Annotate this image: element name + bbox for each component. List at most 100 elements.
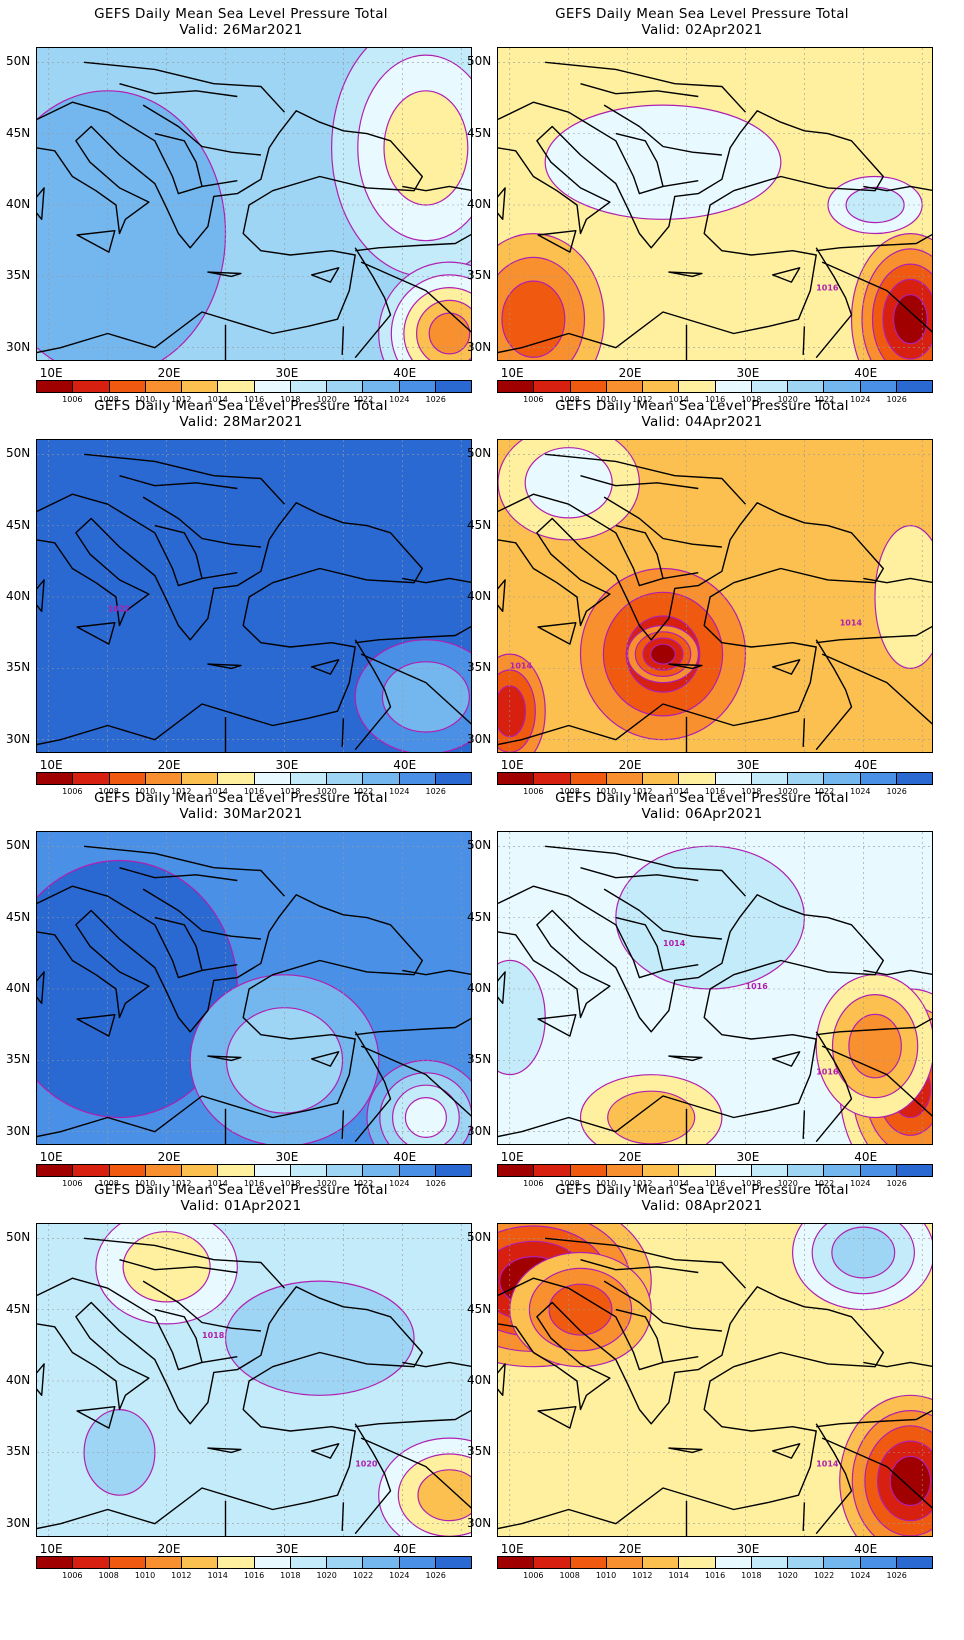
panel-valid-date: Valid: 06Apr2021 — [641, 806, 763, 822]
coastline — [771, 1443, 801, 1459]
lon-tick-label: 30E — [736, 366, 760, 380]
panel-title: GEFS Daily Mean Sea Level Pressure Total… — [461, 6, 943, 38]
lat-tick-label: 35N — [467, 1444, 492, 1459]
lon-tick-label: 10E — [39, 758, 63, 772]
colorbar-swatch — [788, 1557, 825, 1568]
coastline — [771, 1051, 801, 1067]
colorbar-level-label: 1016 — [243, 395, 265, 404]
coastline — [802, 1110, 806, 1139]
colorbar-level-label: 1024 — [389, 1179, 410, 1188]
colorbar-level-label: 1018 — [280, 395, 301, 404]
coastline — [37, 493, 120, 513]
coastline — [142, 104, 261, 156]
coastline — [816, 233, 932, 252]
coastline — [154, 916, 203, 971]
coastline — [207, 663, 242, 670]
colorbar-labels: 1006 1008 1010 1012 1014 1016 1018 1020 1022 1024… — [36, 1571, 472, 1581]
colorbar — [36, 1556, 472, 1569]
colorbar-swatch — [327, 1165, 364, 1176]
colorbar-swatch — [751, 381, 788, 392]
colorbar-level-label: 1006 — [62, 395, 83, 404]
colorbar — [497, 1556, 933, 1569]
colorbar-level-label: 1022 — [352, 787, 374, 796]
colorbar-level-label: 1024 — [850, 1179, 871, 1188]
colorbar-swatch — [254, 381, 291, 392]
contour-label: 1014 — [816, 1460, 839, 1469]
colorbar-level-label: 1012 — [632, 1179, 653, 1188]
lat-tick-label: 40N — [467, 981, 492, 995]
coastline — [310, 1051, 340, 1067]
lat-tick-label: 45N — [467, 909, 492, 924]
colorbar-swatch — [435, 1165, 471, 1176]
coastline — [84, 453, 286, 505]
coastline — [816, 1017, 932, 1036]
coastline — [354, 247, 392, 359]
colorbar-swatch — [145, 381, 182, 392]
coastline — [771, 659, 801, 675]
coastline — [402, 185, 471, 192]
colorbar-swatch — [290, 1165, 327, 1176]
coastline — [615, 132, 664, 187]
coastline — [37, 894, 423, 1138]
coastline — [76, 1014, 116, 1037]
lon-tick-label: 10E — [500, 366, 524, 380]
colorbar-level-label: 1022 — [813, 787, 835, 796]
colorbar-level-label: 1026 — [886, 1179, 907, 1188]
lat-tick-label: 40N — [6, 589, 31, 603]
lat-tick-label: 30N — [467, 339, 492, 354]
lon-tick-label: 20E — [157, 1150, 181, 1164]
colorbar-swatch — [534, 773, 571, 784]
lat-tick-label: 40N — [467, 589, 492, 603]
lat-tick-label: 40N — [6, 981, 31, 995]
coastline — [668, 271, 703, 278]
coastline — [816, 625, 932, 644]
panel-title-text: GEFS Daily Mean Sea Level Pressure Total — [94, 790, 388, 806]
coastline — [310, 659, 340, 675]
colorbar-level-label: 1014 — [207, 1571, 228, 1580]
colorbar-swatch — [254, 773, 291, 784]
coastline — [76, 230, 116, 253]
coastline — [821, 653, 932, 725]
panel-title-text: GEFS Daily Mean Sea Level Pressure Total — [555, 1182, 849, 1198]
coastline — [815, 247, 853, 359]
coastline — [119, 867, 238, 882]
panel-title: GEFS Daily Mean Sea Level Pressure Total… — [461, 1182, 943, 1214]
colorbar-level-label: 1026 — [425, 395, 446, 404]
coastline — [816, 1409, 932, 1428]
coastline — [37, 971, 45, 1004]
colorbar-level-label: 1006 — [523, 787, 544, 796]
coastline — [37, 885, 120, 905]
coastline — [360, 1437, 471, 1509]
colorbar-swatch — [570, 1557, 607, 1568]
colorbar-swatch — [570, 773, 607, 784]
coastline — [154, 1308, 203, 1363]
isobar-region — [83, 1408, 156, 1496]
colorbar-swatch — [824, 1165, 861, 1176]
colorbar-swatch — [715, 1557, 752, 1568]
colorbar-level-label: 1018 — [741, 1571, 762, 1580]
coastline — [603, 888, 722, 940]
coastline — [580, 510, 699, 587]
coastline — [119, 902, 238, 979]
coastline — [615, 524, 664, 579]
colorbar-swatch — [498, 1557, 535, 1568]
colorbar-swatch — [327, 773, 364, 784]
colorbar-labels: 1006 1008 1010 1012 1014 1016 1018 1020 1022 1024… — [36, 787, 472, 797]
colorbar-swatch — [363, 773, 400, 784]
contour-label: 1016 — [816, 1068, 839, 1077]
colorbar-level-label: 1012 — [632, 787, 653, 796]
colorbar-level-label: 1006 — [62, 1179, 83, 1188]
coastline — [119, 118, 238, 195]
colorbar-swatch — [37, 1557, 74, 1568]
colorbar-swatch — [327, 381, 364, 392]
isobar-region — [607, 1090, 696, 1144]
colorbar-swatch — [643, 1557, 680, 1568]
coastline — [537, 230, 577, 253]
coastline — [355, 625, 471, 644]
lon-tick-label: 30E — [275, 366, 299, 380]
colorbar-swatch — [606, 381, 643, 392]
colorbar-labels: 1006 1008 1010 1012 1014 1016 1018 1020 1022 1024… — [36, 395, 472, 405]
coastline — [498, 101, 581, 121]
colorbar-level-label: 1008 — [559, 787, 580, 796]
coastline — [863, 969, 932, 976]
